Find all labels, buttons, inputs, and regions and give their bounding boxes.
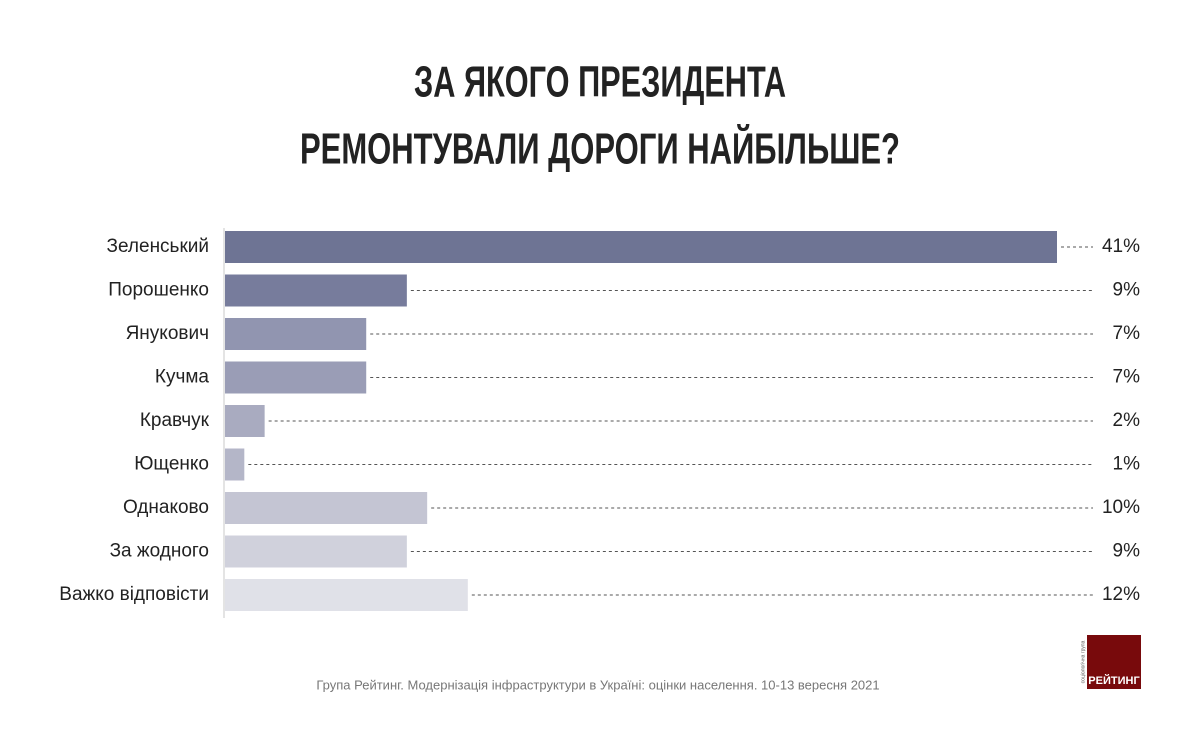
value-label: 41% <box>1102 236 1140 257</box>
bar <box>225 361 367 394</box>
logo-caption: соціологічна група <box>1080 640 1086 683</box>
y-tick-label: Янукович <box>126 323 209 344</box>
value-label: 12% <box>1102 584 1140 605</box>
y-tick-label: Кучма <box>155 367 210 388</box>
source-note: Група Рейтинг. Модернізація інфраструкту… <box>316 677 879 692</box>
value-label: 2% <box>1113 410 1141 431</box>
bar <box>225 579 468 611</box>
y-tick-label: Зеленський <box>107 236 210 257</box>
logo-text: РЕЙТИНГ <box>1088 674 1140 687</box>
bar <box>225 448 245 481</box>
y-tick-label: Ющенко <box>134 454 209 475</box>
logo-box <box>1087 635 1141 689</box>
value-label: 1% <box>1113 454 1141 475</box>
bar <box>225 318 367 350</box>
value-label: 9% <box>1113 541 1141 562</box>
bar <box>225 405 265 437</box>
bar <box>225 535 407 568</box>
bar <box>225 492 428 524</box>
chart-title: ЗА ЯКОГО ПРЕЗИДЕНТА <box>414 58 786 107</box>
y-tick-label: Кравчук <box>140 410 210 431</box>
bar <box>225 274 407 307</box>
value-label: 7% <box>1113 367 1141 388</box>
value-label: 9% <box>1113 280 1141 301</box>
value-label: 10% <box>1102 497 1140 518</box>
chart-title: РЕМОНТУВАЛИ ДОРОГИ НАЙБІЛЬШЕ? <box>300 123 900 174</box>
value-label: 7% <box>1113 323 1141 344</box>
y-tick-label: За жодного <box>110 541 209 562</box>
bar <box>225 231 1057 263</box>
y-tick-label: Порошенко <box>108 280 209 301</box>
y-tick-label: Важко відповісти <box>59 584 209 605</box>
y-tick-label: Однаково <box>123 497 209 518</box>
